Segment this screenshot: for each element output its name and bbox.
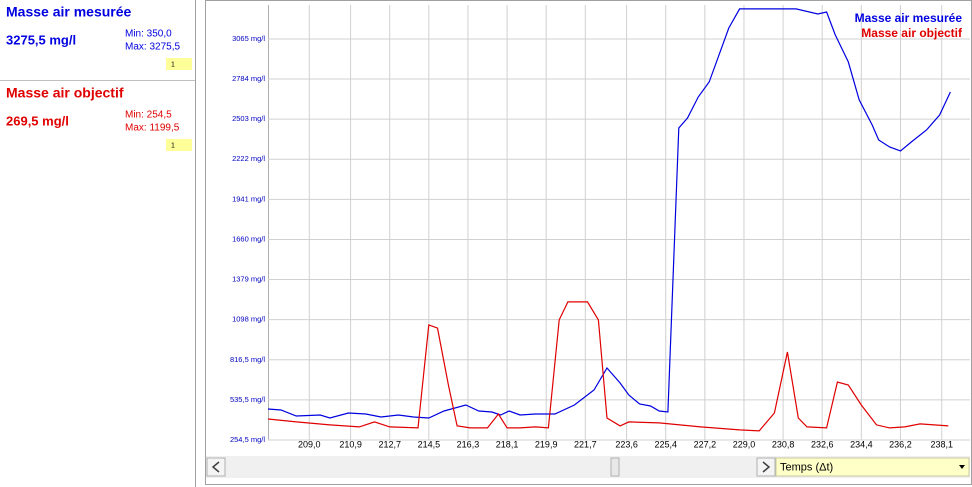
panel-max: Max: 1199,5 <box>125 123 180 134</box>
x-tick-label: 216,3 <box>457 439 480 449</box>
x-tick-label: 232,6 <box>811 439 834 449</box>
legend-entry: Masse air objectif <box>861 26 963 40</box>
panel-badge <box>166 139 192 151</box>
scroll-left[interactable] <box>206 457 226 477</box>
x-tick-label: 218,1 <box>496 439 519 449</box>
panel-min: Min: 254,5 <box>125 110 172 121</box>
y-tick-label: 1941 mg/l <box>232 194 265 203</box>
y-tick-label: 816,5 mg/l <box>230 355 265 364</box>
panel-title: Masse air mesurée <box>6 4 132 20</box>
y-tick-label: 2503 mg/l <box>232 114 265 123</box>
y-tick-label: 1379 mg/l <box>232 275 265 284</box>
legend-entry: Masse air mesurée <box>855 11 963 25</box>
panel-value: 3275,5 mg/l <box>6 32 76 47</box>
panel-max: Max: 3275,5 <box>125 42 180 53</box>
y-tick-label: 535,5 mg/l <box>230 395 265 404</box>
x-tick-label: 223,6 <box>615 439 638 449</box>
scrollbar[interactable]: Temps (Δt) <box>206 456 970 478</box>
x-tick-label: 236,2 <box>889 439 912 449</box>
panel-badge-label: 1 <box>171 61 175 68</box>
x-tick-label: 219,9 <box>535 439 558 449</box>
y-tick-label: 1098 mg/l <box>232 315 265 324</box>
series-line <box>268 8 951 419</box>
y-tick-label: 254,5 mg/l <box>230 435 265 444</box>
x-tick-label: 221,7 <box>574 439 597 449</box>
y-tick-label: 2784 mg/l <box>232 74 265 83</box>
x-tick-label: 225,4 <box>654 439 677 449</box>
x-tick-label: 214,5 <box>418 439 441 449</box>
x-tick-label: 234,4 <box>850 439 873 449</box>
x-tick-label: 227,2 <box>694 439 717 449</box>
x-tick-label: 209,0 <box>298 439 321 449</box>
series-line <box>268 301 949 432</box>
arrow-icon <box>762 461 771 473</box>
x-selector-label: Temps (Δt) <box>780 461 833 473</box>
panel-title: Masse air objectif <box>6 85 124 101</box>
x-tick-label: 210,9 <box>339 439 362 449</box>
scroll-thumb[interactable] <box>610 457 620 477</box>
x-tick-label: 230,8 <box>772 439 795 449</box>
y-tick-label: 1660 mg/l <box>232 234 265 243</box>
panel-value: 269,5 mg/l <box>6 113 69 128</box>
x-tick-label: 238,1 <box>930 439 953 449</box>
dropdown-icon <box>959 465 965 469</box>
x-tick-label: 212,7 <box>378 439 401 449</box>
panel-badge-label: 1 <box>171 142 175 149</box>
panel-badge <box>166 58 192 70</box>
y-tick-label: 3065 mg/l <box>232 34 265 43</box>
panel-min: Min: 350,0 <box>125 29 172 40</box>
x-tick-label: 229,0 <box>733 439 756 449</box>
y-tick-label: 2222 mg/l <box>232 154 265 163</box>
arrow-icon <box>211 461 220 473</box>
x-selector[interactable] <box>775 457 970 477</box>
scroll-right[interactable] <box>756 457 776 477</box>
